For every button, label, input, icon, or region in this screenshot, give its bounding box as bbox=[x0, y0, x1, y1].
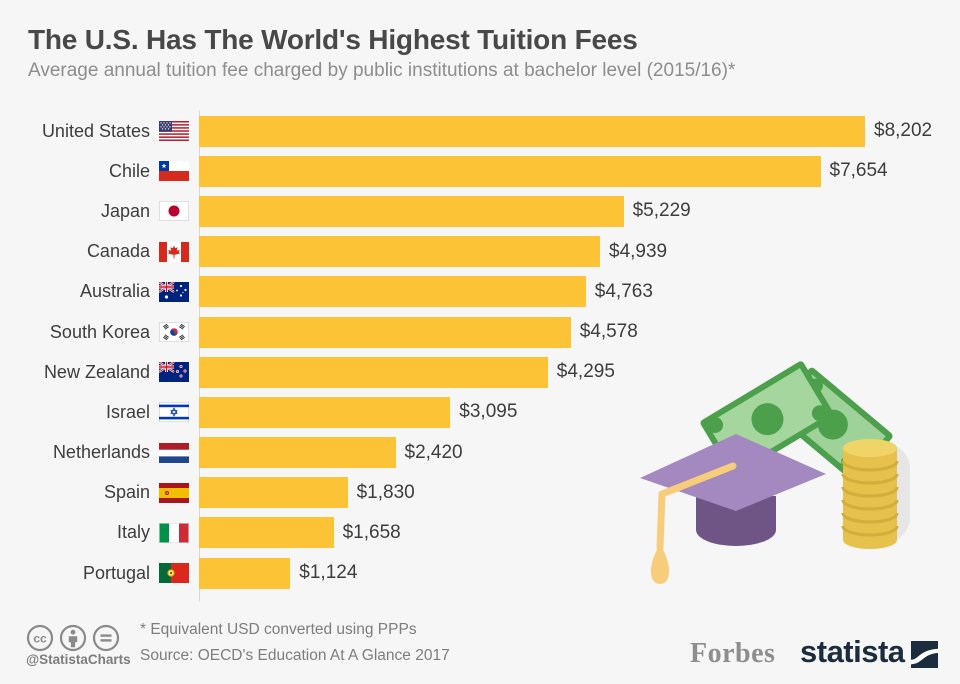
no-derivatives-icon bbox=[92, 624, 120, 652]
it-flag-icon bbox=[159, 522, 189, 543]
bar bbox=[199, 155, 821, 187]
country-label: Canada bbox=[86, 241, 150, 262]
page-title: The U.S. Has The World's Highest Tuition… bbox=[28, 24, 638, 55]
cl-flag-icon bbox=[159, 161, 189, 182]
country-label: Portugal bbox=[82, 562, 150, 583]
kr-flag-icon bbox=[159, 322, 189, 343]
attribution-icon bbox=[59, 624, 87, 652]
es-flag-icon bbox=[159, 482, 189, 503]
chart-rows: United States $8,202 Chile $7,654 Japan $5,22… bbox=[0, 111, 960, 593]
bar bbox=[199, 115, 865, 147]
statista-swoosh-icon bbox=[910, 641, 938, 668]
footnote: * Equivalent USD converted using PPPs bbox=[140, 621, 417, 638]
value-label: $2,420 bbox=[404, 441, 463, 463]
country-label: Netherlands bbox=[52, 442, 150, 463]
bar bbox=[199, 236, 600, 268]
bar bbox=[199, 195, 624, 227]
value-label: $4,939 bbox=[609, 240, 668, 262]
value-label: $5,229 bbox=[632, 200, 691, 222]
chart-row: Netherlands $2,420 bbox=[0, 433, 960, 473]
value-label: $4,295 bbox=[556, 361, 615, 383]
chart-row: New Zealand $4,295 bbox=[0, 352, 960, 392]
chart-row: Australia $4,763 bbox=[0, 272, 960, 312]
graduation-cap-icon bbox=[640, 434, 826, 584]
country-label: Israel bbox=[105, 401, 150, 422]
il-flag-icon bbox=[159, 402, 189, 423]
value-label: $8,202 bbox=[874, 120, 933, 142]
value-label: $3,095 bbox=[459, 401, 518, 423]
country-label: Italy bbox=[116, 522, 150, 543]
country-label: Chile bbox=[108, 160, 150, 181]
country-label: Spain bbox=[103, 482, 150, 503]
forbes-logo: Forbes bbox=[690, 638, 776, 669]
country-label: New Zealand bbox=[43, 361, 150, 382]
value-label: $1,124 bbox=[299, 562, 358, 584]
chart-row: Italy $1,658 bbox=[0, 513, 960, 553]
chart-row: Chile $7,654 bbox=[0, 151, 960, 191]
bar bbox=[199, 477, 348, 509]
bar bbox=[199, 356, 548, 388]
statista-logo: statista bbox=[800, 634, 938, 670]
chart-row: United States $8,202 bbox=[0, 111, 960, 151]
bar bbox=[199, 437, 396, 469]
chart-row: Israel $3,095 bbox=[0, 392, 960, 432]
coin-stack-icon bbox=[841, 439, 899, 549]
chart-row: Spain $1,830 bbox=[0, 473, 960, 513]
chart-row: Portugal $1,124 bbox=[0, 553, 960, 593]
statista-wordmark: statista bbox=[800, 634, 905, 669]
cc-license-icons: cc bbox=[26, 624, 120, 652]
jp-flag-icon bbox=[159, 201, 189, 222]
bar bbox=[199, 557, 291, 589]
value-label: $4,763 bbox=[594, 280, 653, 302]
value-label: $1,658 bbox=[342, 521, 401, 543]
svg-text:cc: cc bbox=[33, 632, 47, 646]
country-label: South Korea bbox=[49, 321, 150, 342]
chart-row: South Korea $4,578 bbox=[0, 312, 960, 352]
cc-icon bbox=[26, 624, 54, 652]
country-label: Japan bbox=[100, 200, 150, 221]
us-flag-icon bbox=[159, 121, 189, 142]
country-label: United States bbox=[41, 120, 150, 141]
chart-row: Canada $4,939 bbox=[0, 232, 960, 272]
bar bbox=[199, 396, 451, 428]
source-line: Source: OECD's Education At A Glance 201… bbox=[140, 647, 450, 664]
pt-flag-icon bbox=[159, 563, 189, 584]
value-label: $4,578 bbox=[579, 321, 638, 343]
bar bbox=[199, 517, 334, 549]
nz-flag-icon bbox=[159, 362, 189, 383]
bar bbox=[199, 276, 586, 308]
chart-subtitle: Average annual tuition fee charged by pu… bbox=[28, 60, 736, 81]
country-label: Australia bbox=[79, 281, 150, 302]
ca-flag-icon bbox=[159, 241, 189, 262]
nl-flag-icon bbox=[159, 442, 189, 463]
statista-charts-handle: @StatistaCharts bbox=[26, 652, 131, 667]
au-flag-icon bbox=[159, 281, 189, 302]
axis-baseline bbox=[199, 111, 200, 601]
bar bbox=[199, 316, 571, 348]
tuition-illustration bbox=[640, 361, 910, 584]
value-label: $1,830 bbox=[356, 481, 415, 503]
chart-row: Japan $5,229 bbox=[0, 191, 960, 231]
value-label: $7,654 bbox=[829, 160, 888, 182]
